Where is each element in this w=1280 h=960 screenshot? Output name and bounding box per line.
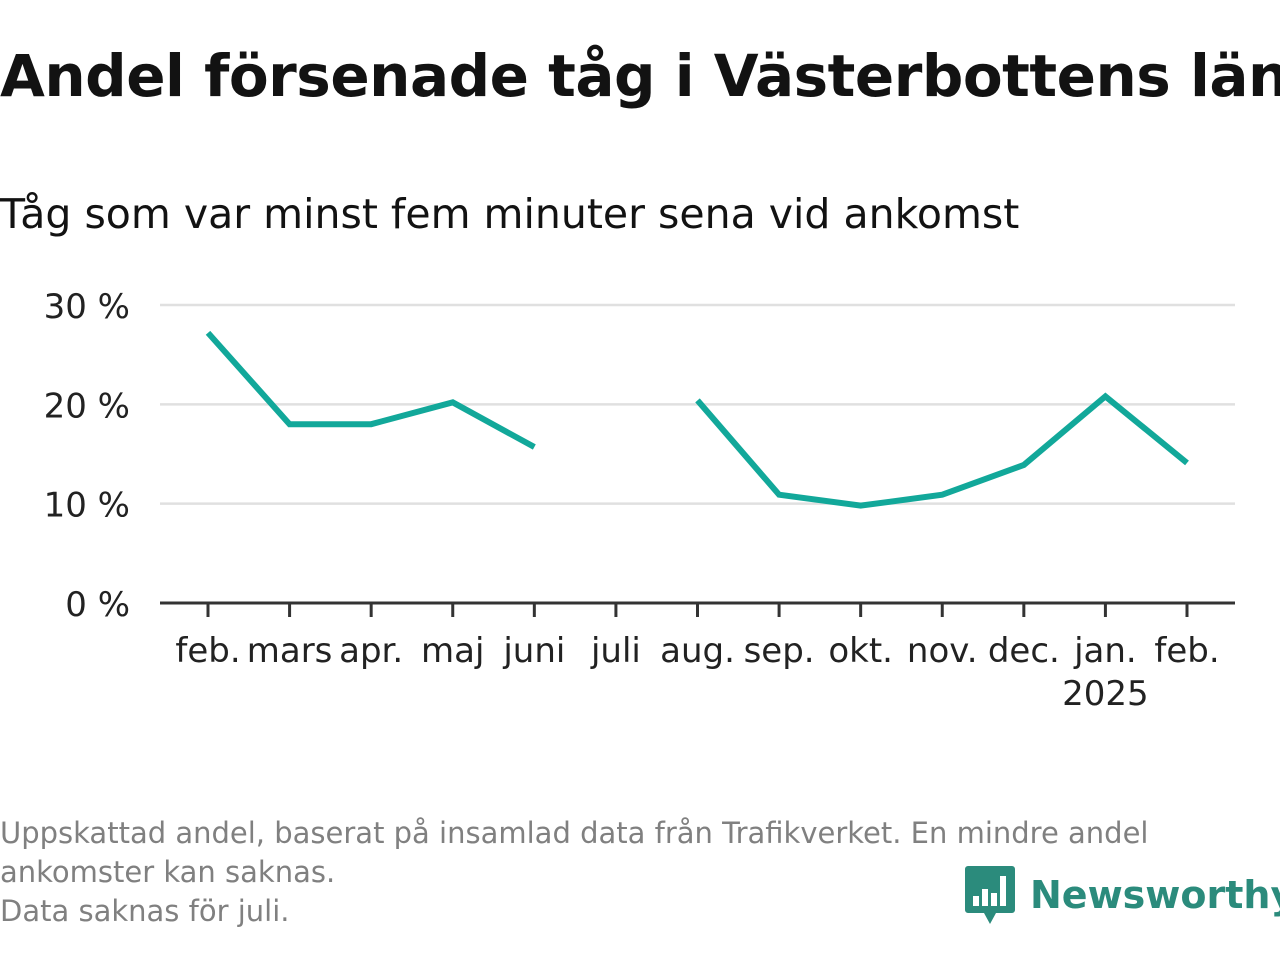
x-tick-label: juli [590, 631, 641, 671]
x-tick-label: feb. [1154, 631, 1219, 671]
series-line-segment [695, 392, 1189, 509]
x-tick-label: maj [421, 631, 484, 671]
x-tick-label: nov. [907, 631, 978, 671]
data-point [1021, 462, 1027, 468]
y-tick-label: 20 % [44, 386, 130, 426]
data-point [695, 397, 701, 403]
data-point [1184, 460, 1190, 466]
chart-title: Andel försenade tåg i Västerbottens län [0, 42, 1280, 110]
data-point [450, 399, 456, 405]
y-tick-label: 0 % [65, 585, 130, 625]
x-tick-label: aug. [660, 631, 735, 671]
x-tick-label: jan. [1073, 631, 1137, 671]
data-point [205, 330, 211, 336]
chart-subtitle: Tåg som var minst fem minuter sena vid a… [0, 190, 1020, 238]
x-tick-label: okt. [828, 631, 893, 671]
footnote: Uppskattad andel, baserat på insamlad da… [0, 814, 1270, 931]
data-point [531, 444, 537, 450]
footnote-line-3: Data saknas för juli. [0, 894, 290, 928]
x-tick-label: mars [247, 631, 333, 671]
brand-name: Newsworthy [1030, 873, 1280, 917]
x-tick-label: feb. [175, 631, 240, 671]
data-point [287, 421, 293, 427]
y-tick-label: 30 % [44, 287, 130, 327]
data-point [858, 503, 864, 509]
x-tick-label: apr. [339, 631, 403, 671]
brand-logo: Newsworthy [964, 862, 1280, 928]
x-tick-label: sep. [744, 631, 815, 671]
x-tick-sublabel: 2025 [1062, 674, 1149, 714]
x-axis [160, 601, 1235, 617]
data-point [1102, 393, 1108, 399]
data-point [939, 492, 945, 498]
y-tick-label: 10 % [44, 486, 130, 526]
y-tick-labels: 0 % 10 % 20 % 30 % [44, 287, 130, 625]
footnote-line-1: Uppskattad andel, baserat på insamlad da… [0, 816, 1149, 850]
x-tick-label: juni [502, 631, 565, 671]
x-tick-labels: feb. mars apr. maj juni juli aug. sep. okt. nov. d… [175, 631, 1219, 714]
data-point [776, 492, 782, 498]
x-tick-label: dec. [988, 631, 1060, 671]
data-series [205, 330, 1190, 509]
newsworthy-logo-icon [965, 866, 1015, 924]
series-line-segment [205, 330, 536, 450]
footnote-line-2: ankomster kan saknas. [0, 855, 336, 889]
data-point [368, 421, 374, 427]
